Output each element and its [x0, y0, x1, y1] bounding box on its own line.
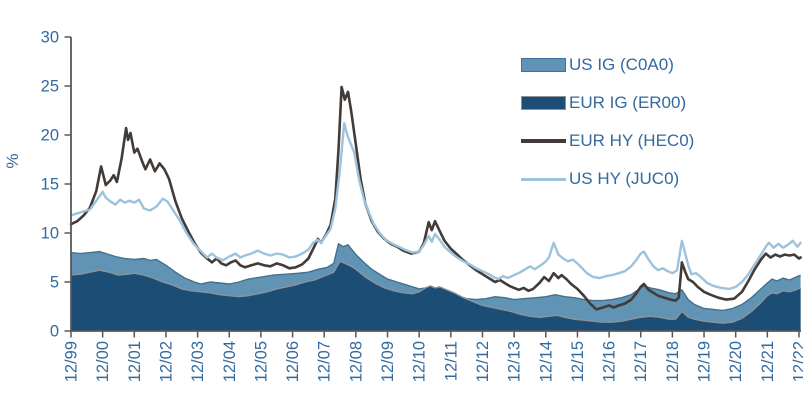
- legend-item-eur-ig: EUR IG (ER00): [521, 84, 694, 122]
- line-us-hy-juc0-: [69, 122, 802, 291]
- legend-item-eur-hy: EUR HY (HEC0): [521, 122, 694, 160]
- y-tick-label: 20: [41, 127, 59, 145]
- x-tick-label: 12/18: [664, 341, 682, 382]
- line-eur-hy-hec0-: [69, 85, 802, 311]
- x-tick-label: 12/14: [537, 341, 555, 382]
- us-hy-line-swatch-icon: [521, 177, 566, 181]
- x-tick-label: 12/22: [790, 341, 803, 382]
- x-tick-label: 12/16: [601, 341, 619, 382]
- legend-label-eur-ig: EUR IG (ER00): [569, 93, 687, 112]
- y-tick-label: 30: [41, 29, 59, 47]
- x-tick-label: 12/04: [221, 341, 239, 382]
- legend-item-us-hy: US HY (JUC0): [521, 160, 694, 198]
- eur-hy-line-swatch-icon: [521, 139, 566, 143]
- x-tick-label: 12/01: [126, 341, 144, 382]
- y-tick-label: 10: [41, 225, 59, 243]
- x-tick-label: 12/19: [696, 341, 714, 382]
- x-tick-label: 12/10: [411, 341, 429, 382]
- us-ig-area-swatch-icon: [521, 58, 566, 72]
- chart-legend: US IG (C0A0) EUR IG (ER00) EUR HY (HEC0)…: [521, 46, 694, 198]
- y-tick-label: 15: [41, 176, 59, 194]
- x-tick-label: 12/02: [157, 341, 175, 382]
- x-tick-label: 12/05: [252, 341, 270, 382]
- legend-label-us-ig: US IG (C0A0): [569, 55, 674, 74]
- y-tick-label: 0: [50, 323, 59, 341]
- x-tick-label: 12/12: [474, 341, 492, 382]
- x-tick-label: 12/17: [632, 341, 650, 382]
- area-eur-ig-er00-: [71, 261, 801, 331]
- x-tick-label: 12/00: [94, 341, 112, 382]
- y-tick-label: 5: [50, 274, 59, 292]
- x-tick-label: 12/99: [63, 341, 81, 382]
- x-tick-label: 12/09: [379, 341, 397, 382]
- x-tick-label: 12/06: [284, 341, 302, 382]
- legend-item-us-ig: US IG (C0A0): [521, 46, 694, 84]
- legend-label-eur-hy: EUR HY (HEC0): [569, 131, 695, 150]
- y-tick-label: 25: [41, 78, 59, 96]
- x-tick-label: 12/07: [316, 341, 334, 382]
- y-axis-title: %: [3, 153, 22, 168]
- legend-label-us-hy: US HY (JUC0): [569, 169, 680, 188]
- x-tick-label: 12/03: [189, 341, 207, 382]
- eur-ig-area-swatch-icon: [521, 96, 566, 110]
- x-tick-label: 12/21: [759, 341, 777, 382]
- x-tick-label: 12/20: [727, 341, 745, 382]
- x-tick-label: 12/15: [569, 341, 587, 382]
- x-tick-label: 12/11: [442, 341, 460, 381]
- x-tick-label: 12/13: [506, 341, 524, 382]
- area-edge: [70, 260, 801, 324]
- x-tick-label: 12/08: [347, 341, 365, 382]
